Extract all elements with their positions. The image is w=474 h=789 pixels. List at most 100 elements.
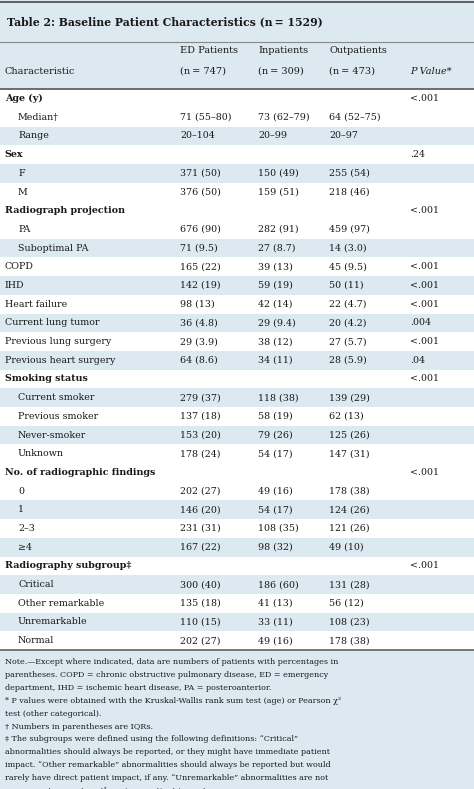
Text: ‡ The subgroups were defined using the following definitions: “Critical”: ‡ The subgroups were defined using the f… (5, 735, 298, 743)
Text: Previous smoker: Previous smoker (18, 412, 98, 421)
Text: 178 (24): 178 (24) (180, 449, 220, 458)
Text: Range: Range (18, 132, 49, 140)
Text: Smoking status: Smoking status (5, 375, 88, 383)
Text: 49 (10): 49 (10) (329, 543, 364, 552)
Bar (0, 594, 474, 612)
Text: * P values were obtained with the Kruskal-Wallis rank sum test (age) or Pearson : * P values were obtained with the Kruska… (5, 697, 341, 705)
Text: 282 (91): 282 (91) (258, 225, 299, 234)
Bar (0, 2, 474, 42)
Bar (0, 556, 474, 575)
Text: 153 (20): 153 (20) (180, 431, 221, 439)
Text: 300 (40): 300 (40) (180, 580, 221, 589)
Bar (0, 108, 474, 127)
Text: COPD: COPD (5, 262, 34, 271)
Bar (0, 407, 474, 426)
Text: 202 (27): 202 (27) (180, 487, 220, 495)
Bar (0, 351, 474, 369)
Text: 676 (90): 676 (90) (180, 225, 221, 234)
Text: (n = 309): (n = 309) (258, 66, 304, 76)
Text: 371 (50): 371 (50) (180, 169, 221, 178)
Text: 54 (17): 54 (17) (258, 449, 293, 458)
Bar (0, 388, 474, 407)
Text: 34 (11): 34 (11) (258, 356, 293, 365)
Bar (0, 426, 474, 444)
Bar (0, 257, 474, 276)
Text: M: M (18, 188, 28, 196)
Text: Outpatients: Outpatients (329, 46, 387, 54)
Text: Note.—Except where indicated, data are numbers of patients with percentages in: Note.—Except where indicated, data are n… (5, 659, 338, 667)
Text: Previous heart surgery: Previous heart surgery (5, 356, 115, 365)
Bar (0, 612, 474, 631)
Text: 231 (31): 231 (31) (180, 524, 221, 533)
Text: parentheses. COPD = chronic obstructive pulmonary disease, ED = emergency: parentheses. COPD = chronic obstructive … (5, 671, 328, 679)
Text: 178 (38): 178 (38) (329, 487, 370, 495)
Text: 39 (13): 39 (13) (258, 262, 293, 271)
Text: Heart failure: Heart failure (5, 300, 67, 308)
Text: Table 2: Baseline Patient Characteristics (n = 1529): Table 2: Baseline Patient Characteristic… (7, 17, 323, 28)
Text: Normal: Normal (18, 636, 55, 645)
Bar (0, 183, 474, 201)
Text: 27 (8.7): 27 (8.7) (258, 244, 296, 252)
Text: IHD: IHD (5, 281, 24, 290)
Text: <.001: <.001 (410, 561, 439, 570)
Text: .24: .24 (410, 150, 425, 159)
Text: 59 (19): 59 (19) (258, 281, 293, 290)
Text: Unknown: Unknown (18, 449, 64, 458)
Bar (0, 538, 474, 556)
Text: 376 (50): 376 (50) (180, 188, 221, 196)
Text: Current lung tumor: Current lung tumor (5, 319, 99, 327)
Text: 124 (26): 124 (26) (329, 505, 370, 514)
Bar (0, 631, 474, 650)
Text: .04: .04 (410, 356, 425, 365)
Text: <.001: <.001 (410, 206, 439, 215)
Text: 118 (38): 118 (38) (258, 393, 299, 402)
Text: 178 (38): 178 (38) (329, 636, 370, 645)
Text: 64 (8.6): 64 (8.6) (180, 356, 218, 365)
Text: 459 (97): 459 (97) (329, 225, 370, 234)
Text: 79 (26): 79 (26) (258, 431, 293, 439)
Text: 137 (18): 137 (18) (180, 412, 221, 421)
Text: 108 (23): 108 (23) (329, 618, 370, 626)
Text: <.001: <.001 (410, 262, 439, 271)
Bar (0, 89, 474, 108)
Text: 49 (16): 49 (16) (258, 487, 293, 495)
Text: 71 (9.5): 71 (9.5) (180, 244, 218, 252)
Text: Previous lung surgery: Previous lung surgery (5, 337, 111, 346)
Text: 42 (14): 42 (14) (258, 300, 293, 308)
Text: .004: .004 (410, 319, 431, 327)
Text: 279 (37): 279 (37) (180, 393, 221, 402)
Text: 186 (60): 186 (60) (258, 580, 299, 589)
Text: 202 (27): 202 (27) (180, 636, 220, 645)
Text: <.001: <.001 (410, 375, 439, 383)
Text: † Numbers in parentheses are IQRs.: † Numbers in parentheses are IQRs. (5, 723, 153, 731)
Bar (0, 127, 474, 145)
Text: ≥4: ≥4 (18, 543, 32, 552)
Text: 0: 0 (18, 487, 24, 495)
Text: 20–99: 20–99 (258, 132, 287, 140)
Text: 20–97: 20–97 (329, 132, 358, 140)
Text: <.001: <.001 (410, 94, 439, 103)
Text: Suboptimal PA: Suboptimal PA (18, 244, 89, 252)
Text: P Value*: P Value* (410, 66, 452, 76)
Bar (0, 369, 474, 388)
Text: 255 (54): 255 (54) (329, 169, 370, 178)
Text: 27 (5.7): 27 (5.7) (329, 337, 367, 346)
Text: Median†: Median† (18, 113, 59, 122)
Text: <.001: <.001 (410, 281, 439, 290)
Bar (0, 295, 474, 313)
Bar (0, 500, 474, 519)
Text: 108 (35): 108 (35) (258, 524, 299, 533)
Text: Characteristic: Characteristic (5, 66, 75, 76)
Text: 45 (9.5): 45 (9.5) (329, 262, 367, 271)
Bar (0, 313, 474, 332)
Bar (0, 482, 474, 500)
Text: 150 (49): 150 (49) (258, 169, 299, 178)
Bar (0, 444, 474, 463)
Text: Critical: Critical (18, 580, 54, 589)
Text: 38 (12): 38 (12) (258, 337, 293, 346)
Text: 62 (13): 62 (13) (329, 412, 364, 421)
Text: 41 (13): 41 (13) (258, 599, 293, 608)
Text: <.001: <.001 (410, 468, 439, 477)
Bar (0, 145, 474, 164)
Text: 167 (22): 167 (22) (180, 543, 221, 552)
